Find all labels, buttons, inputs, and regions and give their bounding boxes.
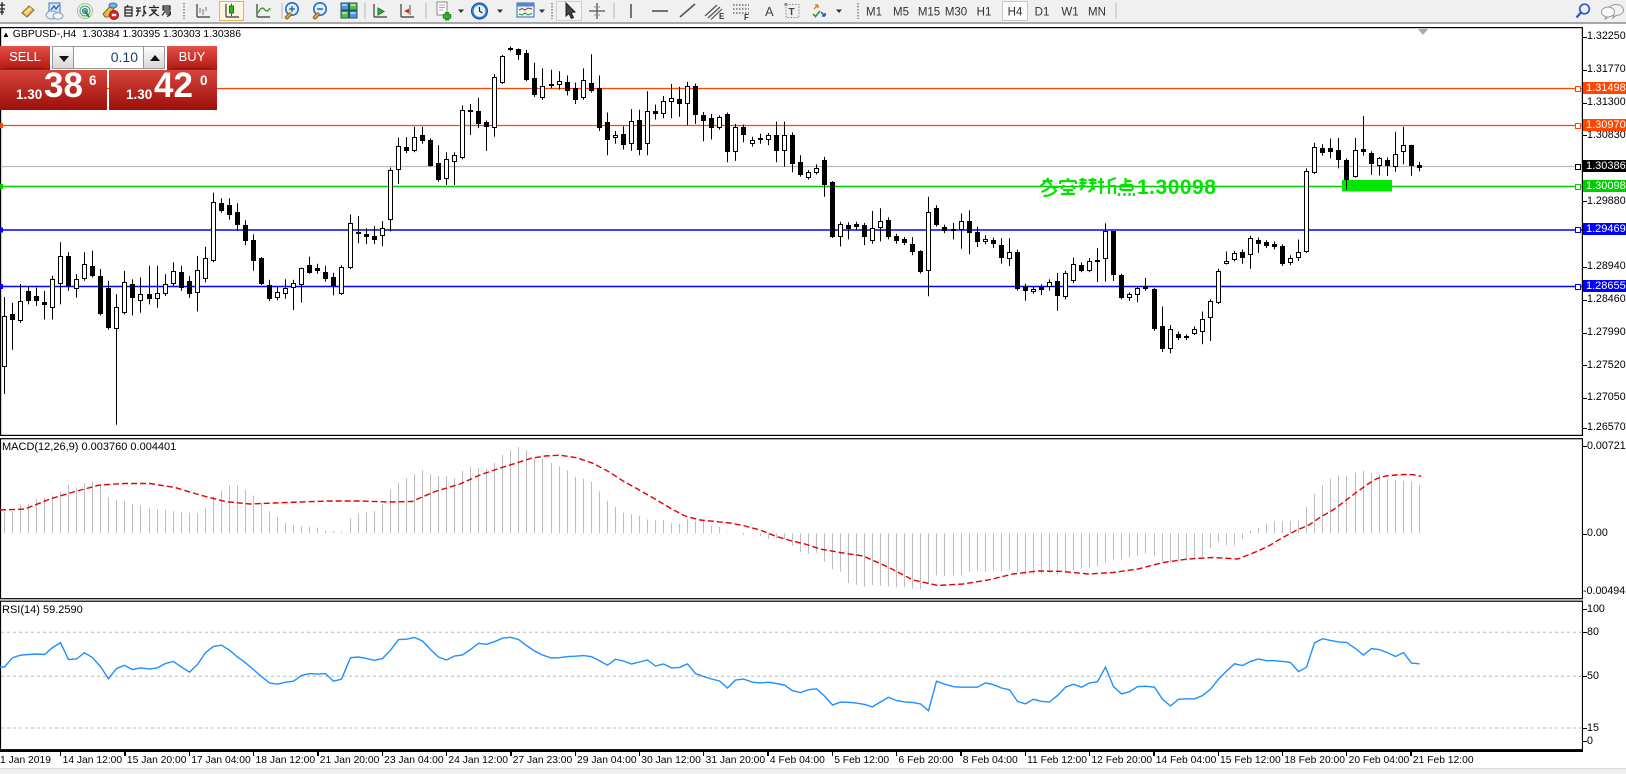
svg-text:F: F [744,13,749,22]
svg-text:M15: M15 [918,7,940,19]
svg-text:H1: H1 [977,7,992,19]
svg-text:MN: MN [1088,7,1106,19]
svg-text:M30: M30 [945,7,967,19]
svg-text:M1: M1 [866,7,882,19]
svg-text:M5: M5 [893,7,909,19]
svg-text:1.30098: 1.30098 [1137,176,1216,199]
svg-text:W1: W1 [1061,7,1078,19]
svg-text:D1: D1 [1035,7,1050,19]
svg-text:E: E [719,12,725,21]
svg-text:H4: H4 [1008,7,1023,19]
svg-text:A: A [765,4,774,19]
svg-text:T: T [789,7,795,18]
